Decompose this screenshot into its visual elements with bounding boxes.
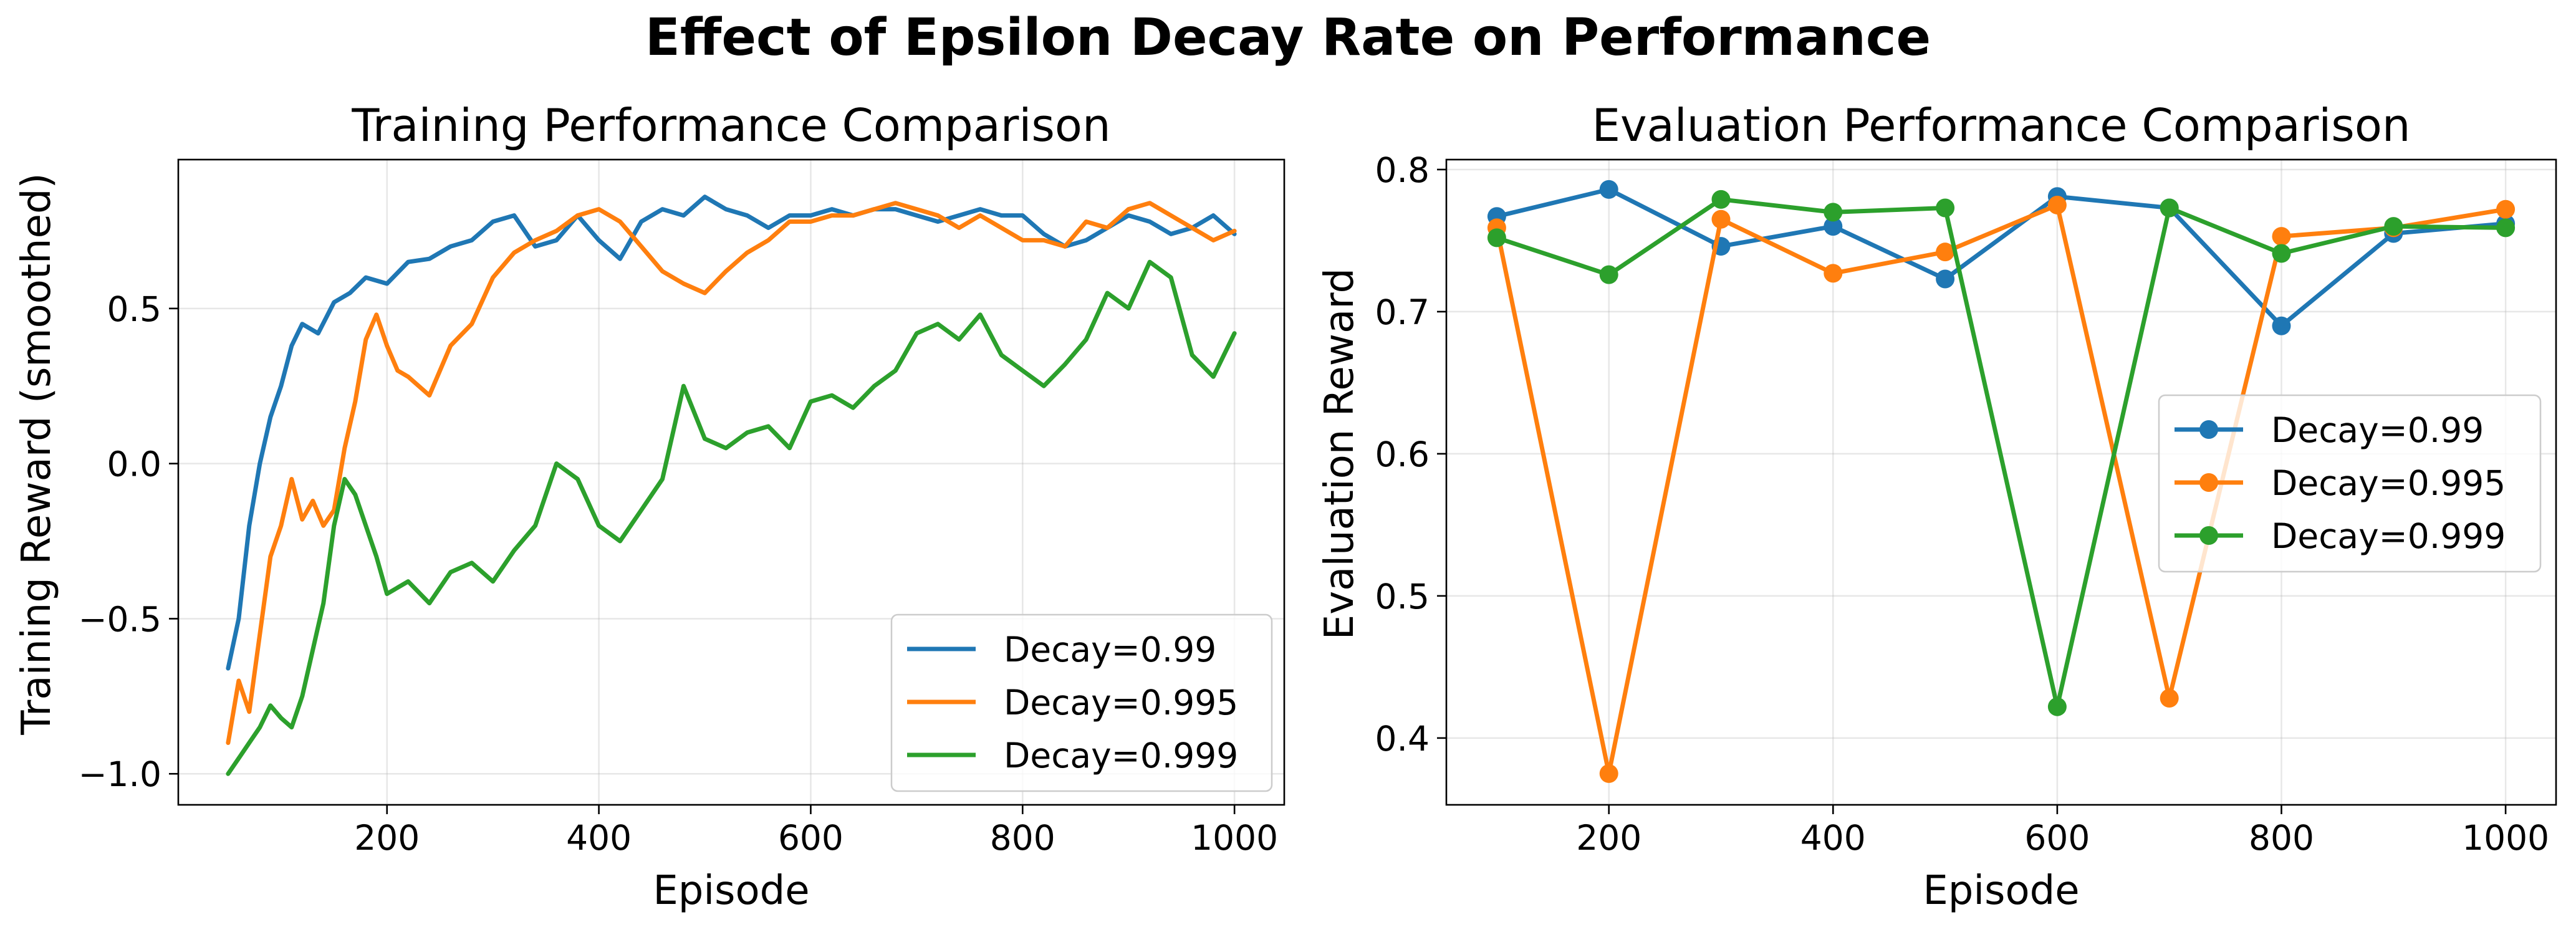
- evaluation-series-1-point: [2160, 689, 2179, 708]
- training-y-tick-label: 0.5: [107, 289, 161, 329]
- evaluation-y-axis-label: Evaluation Reward: [1317, 268, 1363, 640]
- evaluation-x-tick-label: 400: [1800, 818, 1866, 858]
- evaluation-x-tick-label: 200: [1576, 818, 1641, 858]
- evaluation-series-2-point: [2272, 244, 2291, 263]
- training-legend-label-1: Decay=0.995: [1004, 683, 1238, 723]
- evaluation-legend-marker-0: [2199, 420, 2218, 439]
- evaluation-legend-label-0: Decay=0.99: [2271, 410, 2484, 450]
- evaluation-legend-marker-2: [2199, 526, 2218, 545]
- evaluation-series-2-point: [1599, 265, 1618, 284]
- training-x-tick-label: 800: [990, 818, 1055, 858]
- evaluation-series-1-point: [1936, 243, 1955, 262]
- evaluation-series-2-point: [2384, 217, 2403, 236]
- training-x-tick-label: 1000: [1191, 818, 1278, 858]
- training-x-tick-label: 200: [354, 818, 420, 858]
- training-legend: Decay=0.99 Decay=0.995 Decay=0.999: [890, 613, 1273, 792]
- evaluation-x-axis-label: Episode: [1923, 868, 2079, 914]
- training-x-tick-label: 400: [566, 818, 632, 858]
- training-x-axis-label: Episode: [653, 868, 809, 914]
- training-series: [226, 195, 1237, 776]
- training-legend-label-0: Decay=0.99: [1004, 630, 1216, 670]
- evaluation-series: [1487, 180, 2516, 783]
- evaluation-series-0-point: [1936, 269, 1955, 289]
- evaluation-series-2-point: [1487, 228, 1506, 247]
- evaluation-plot-frame: [1445, 158, 2557, 806]
- evaluation-x-tick-label: 600: [2024, 818, 2090, 858]
- training-ticks: 200 400 600 800 1000 −1.0 −0.5 0.0 0.5: [78, 289, 1278, 858]
- training-legend-box: [890, 613, 1273, 792]
- evaluation-series-1-point: [2272, 227, 2291, 246]
- evaluation-series-line-2: [1494, 197, 2508, 709]
- evaluation-legend-marker-1: [2199, 473, 2218, 492]
- evaluation-series-2-point: [2160, 198, 2179, 218]
- evaluation-series-2-point: [2496, 218, 2516, 238]
- evaluation-series-0-point: [1599, 180, 1618, 199]
- evaluation-series-line-1: [1494, 203, 2508, 776]
- evaluation-series-2-point: [1711, 190, 1731, 209]
- training-y-tick-label: −0.5: [78, 599, 161, 639]
- training-panel-title: Training Performance Comparison: [351, 99, 1110, 151]
- evaluation-legend-box: [2158, 394, 2542, 573]
- evaluation-series-1-point: [1824, 264, 1843, 283]
- training-plot-frame: [177, 158, 1286, 806]
- training-legend-label-2: Decay=0.999: [1004, 736, 1238, 776]
- evaluation-y-tick-label: 0.6: [1375, 435, 1430, 474]
- figure-suptitle: Effect of Epsilon Decay Rate on Performa…: [645, 8, 1931, 67]
- evaluation-series-1-point: [2047, 195, 2067, 214]
- training-x-tick-label: 600: [778, 818, 843, 858]
- evaluation-legend: Decay=0.99 Decay=0.995 Decay=0.999: [2158, 394, 2542, 573]
- evaluation-series-line-0: [1494, 187, 2508, 329]
- evaluation-series-1-point: [2496, 199, 2516, 219]
- evaluation-series-2-point: [2047, 697, 2067, 716]
- training-y-axis-label: Training Reward (smoothed): [14, 173, 60, 735]
- evaluation-panel: Evaluation Performance Comparison Episod…: [1317, 99, 2557, 914]
- training-panel: Training Performance Comparison Episode …: [14, 99, 1286, 914]
- evaluation-legend-label-1: Decay=0.995: [2271, 463, 2506, 503]
- training-series-line-0: [226, 195, 1237, 671]
- evaluation-x-tick-label: 1000: [2462, 818, 2549, 858]
- training-y-tick-label: 0.0: [107, 444, 161, 484]
- evaluation-series-2-point: [1824, 203, 1843, 222]
- evaluation-ticks: 200 400 600 800 1000 0.4 0.5 0.6 0.7 0.8: [1375, 150, 2550, 858]
- training-series-line-1: [226, 201, 1237, 745]
- evaluation-y-tick-label: 0.5: [1375, 577, 1430, 617]
- evaluation-series-0-point: [2272, 316, 2291, 335]
- evaluation-legend-label-2: Decay=0.999: [2271, 516, 2506, 556]
- evaluation-y-tick-label: 0.4: [1375, 719, 1430, 759]
- evaluation-series-1-point: [1599, 764, 1618, 783]
- evaluation-y-tick-label: 0.7: [1375, 292, 1430, 332]
- training-y-tick-label: −1.0: [78, 754, 161, 794]
- evaluation-y-tick-label: 0.8: [1375, 150, 1430, 190]
- training-series-line-2: [226, 259, 1237, 776]
- evaluation-series-0-point: [1824, 217, 1843, 236]
- evaluation-series-2-point: [1936, 198, 1955, 218]
- evaluation-panel-title: Evaluation Performance Comparison: [1592, 99, 2410, 151]
- evaluation-x-tick-label: 800: [2249, 818, 2314, 858]
- evaluation-series-1-point: [1711, 209, 1731, 229]
